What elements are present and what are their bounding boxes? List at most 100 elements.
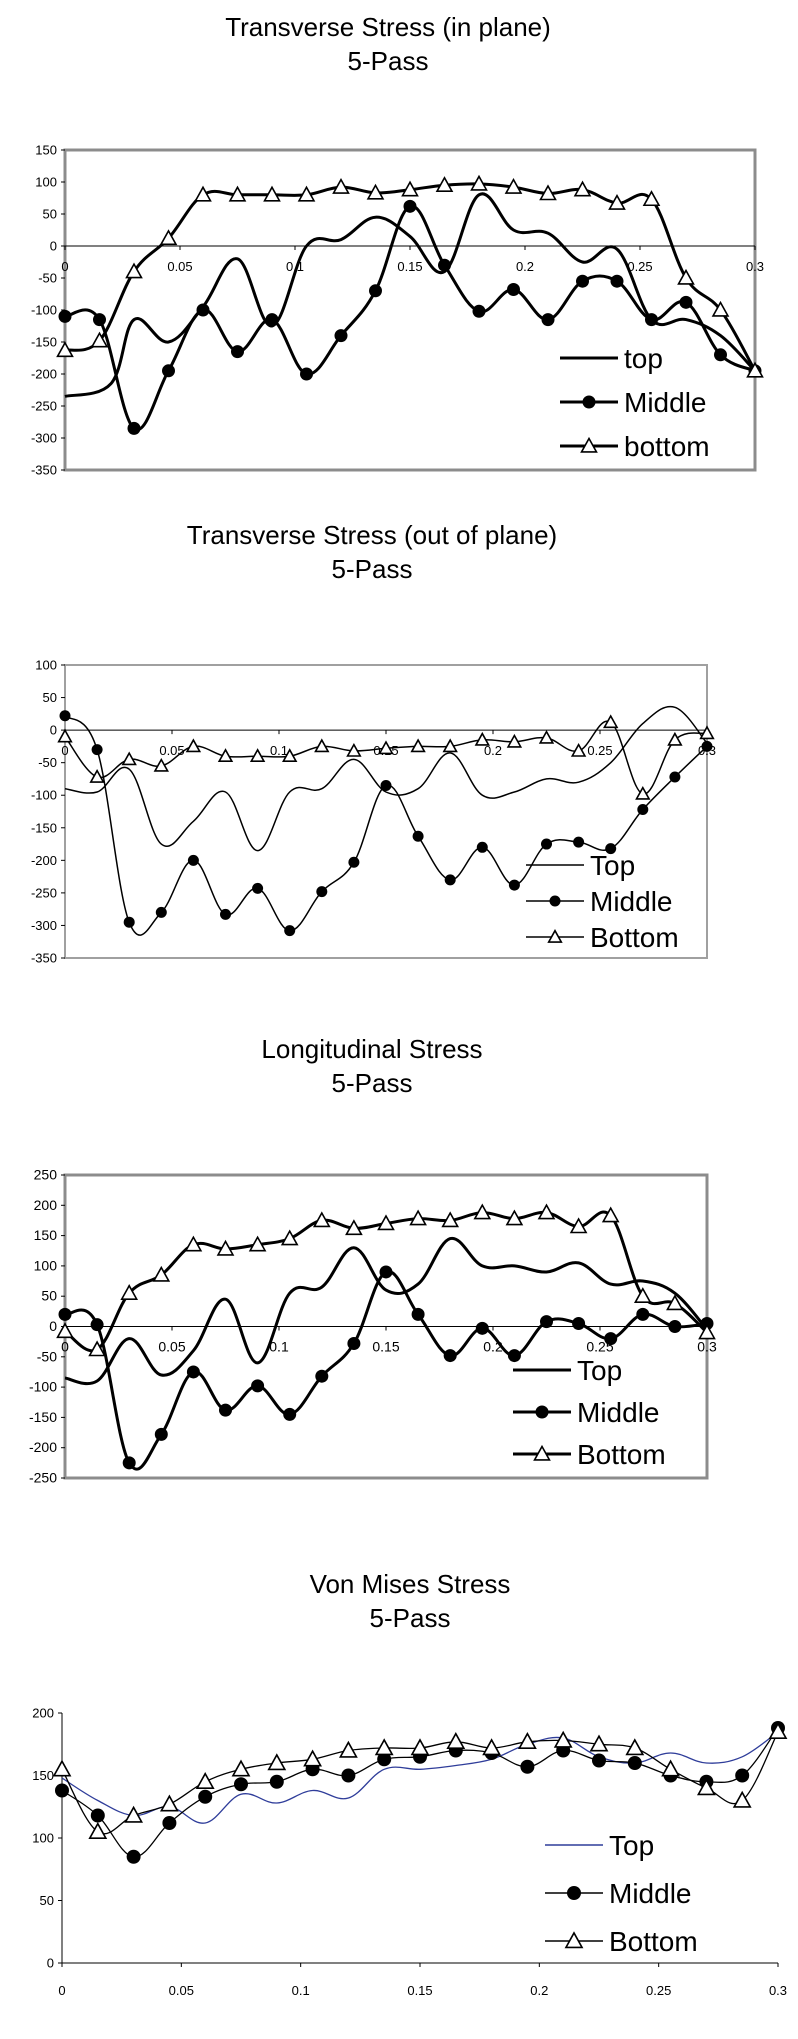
x-tick-label: 0.1 [269,1339,289,1355]
y-tick-label: -50 [38,271,57,286]
data-point-bottom [667,731,683,746]
data-point-bottom [504,177,523,194]
x-tick-label: 0.05 [158,1339,185,1355]
chart-1-svg: Transverse Stress (out of plane) 5-Pass … [31,520,716,966]
data-point-middle [127,421,141,435]
data-point-middle [669,771,681,783]
x-tick-label: 0.15 [397,259,422,274]
y-tick-label: 0 [50,723,57,738]
data-point-middle [283,1407,297,1421]
data-point-middle [186,1365,200,1379]
data-point-bottom [282,748,298,763]
data-point-middle [90,1318,104,1332]
y-tick-label: -200 [29,1439,57,1455]
data-point-middle [520,1759,535,1774]
data-point-middle [315,1369,329,1383]
legend-label-top: Top [609,1830,654,1861]
data-point-bottom [56,341,74,358]
legend-marker-bottom [564,1931,584,1949]
data-point-bottom [52,1759,72,1777]
series-top [64,192,757,398]
legend-label-middle: Middle [590,886,672,917]
data-point-middle [347,1336,361,1350]
y-tick-label: -150 [29,1409,57,1425]
series-bottom [56,174,764,378]
chart-title: Von Mises Stress [310,1569,511,1599]
data-point-middle [93,313,106,327]
data-point-bottom [263,185,281,202]
data-point-middle [444,874,456,886]
data-point-middle [252,882,264,894]
legend: Top Middle Bottom [545,1830,698,1957]
data-point-middle [380,779,392,791]
data-point-bottom [56,1322,74,1339]
data-point-middle [645,313,658,327]
y-tick-label: 50 [41,1288,57,1304]
chart-subtitle: 5-Pass [332,554,413,584]
data-point-middle [403,199,417,213]
data-point-bottom [732,1790,752,1808]
series-top [61,1731,779,1824]
y-tick-label: -300 [31,431,57,446]
data-point-middle [701,740,713,752]
legend-marker-bottom [580,436,598,453]
data-point-middle [714,348,727,362]
data-point-bottom [89,769,105,783]
data-point-middle [196,303,210,317]
y-tick-label: 150 [32,1768,54,1783]
series-middle [58,1265,714,1471]
data-point-middle [316,886,328,898]
chart-title: Transverse Stress (in plane) [225,12,551,42]
data-point-middle [341,1768,356,1783]
data-point-bottom [517,1732,537,1749]
x-tick-label: 0 [61,259,68,274]
legend-marker-middle [582,395,596,409]
data-point-bottom [401,180,419,197]
data-point-bottom [410,1738,430,1756]
data-point-bottom [195,1772,215,1789]
y-tick-label: 200 [34,1197,58,1213]
data-point-bottom [589,1734,609,1752]
data-point-middle [573,836,585,848]
y-tick-label: 100 [32,1831,54,1846]
data-point-bottom [539,184,557,201]
x-tick-label: 0.15 [407,1983,432,1998]
data-point-bottom [506,733,523,748]
series-top [64,1237,709,1386]
data-point-bottom [661,1759,681,1777]
data-point-bottom [698,1323,716,1340]
y-tick-label: 0 [50,239,57,254]
chart-von-mises: Von Mises Stress 5-Pass 0 50 100 150 200 0 0.0… [0,1555,798,2034]
data-point-middle [636,1307,650,1321]
data-point-middle [369,284,382,298]
x-tick-label: 0.1 [292,1983,310,1998]
data-point-bottom [90,331,109,348]
chart-2-svg: Longitudinal Stress 5-Pass -250 -200 -150 -… [29,1034,717,1486]
data-point-bottom [338,1740,358,1758]
data-point-middle [58,1307,72,1321]
data-point-bottom [297,185,316,202]
y-tick-label: 150 [35,143,57,158]
legend-marker-middle [535,1405,549,1419]
data-point-bottom [409,1209,427,1226]
data-point-bottom [441,1211,460,1228]
legend-marker-bottom [533,1444,551,1461]
data-point-middle [379,1265,393,1279]
x-tick-label: 0.3 [697,1339,717,1355]
data-point-bottom [474,731,490,746]
data-point-middle [475,1321,489,1335]
data-point-bottom [228,185,247,202]
series-top [64,705,708,852]
x-tick-label: 0.05 [167,259,192,274]
legend-marker-bottom [547,929,563,943]
data-point-bottom [125,262,143,279]
data-point-bottom [553,1730,573,1748]
x-tick-label: 0.3 [746,259,764,274]
data-point-bottom [746,361,764,378]
series-line-top [64,192,757,398]
x-tick-label: 0.2 [516,259,534,274]
data-point-bottom [159,229,178,246]
x-tick-label: 0.25 [646,1983,671,1998]
y-tick-label: -100 [29,1379,57,1395]
chart-subtitle: 5-Pass [332,1068,413,1098]
